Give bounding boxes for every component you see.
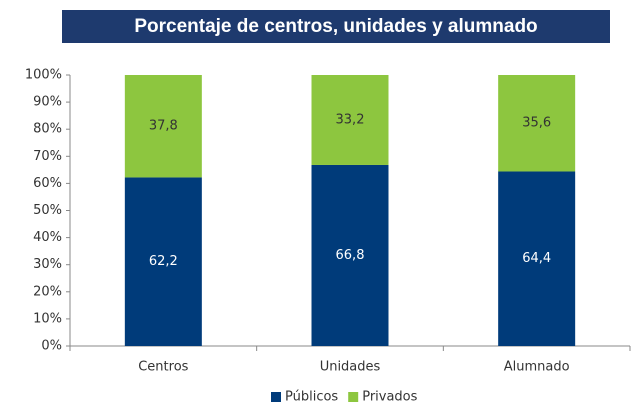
- y-tick-label: 70%: [33, 149, 62, 164]
- x-tick-label: Unidades: [320, 360, 381, 375]
- x-tick-label: Alumnado: [504, 360, 570, 375]
- y-tick-label: 20%: [33, 284, 62, 299]
- y-tick-label: 10%: [33, 311, 62, 326]
- bar-segment: [124, 75, 202, 178]
- legend-label: Públicos: [285, 390, 338, 404]
- data-label: 33,2: [336, 112, 365, 127]
- legend-swatch: [348, 392, 359, 402]
- bar-segment: [124, 177, 202, 346]
- y-tick-label: 90%: [33, 95, 62, 110]
- data-label: 62,2: [149, 254, 178, 269]
- bar-segment: [311, 164, 389, 346]
- legend-label: Privados: [362, 390, 417, 404]
- x-tick-label: Centros: [138, 360, 188, 375]
- bar-segment: [498, 171, 576, 346]
- title-banner: [62, 10, 610, 43]
- bar-segment: [498, 75, 576, 172]
- chart-title: Porcentaje de centros, unidades y alumna…: [134, 16, 537, 37]
- data-label: 66,8: [336, 248, 365, 263]
- y-tick-label: 100%: [25, 68, 62, 83]
- y-tick-label: 40%: [33, 230, 62, 245]
- data-label: 35,6: [522, 116, 551, 131]
- data-label: 37,8: [149, 119, 178, 134]
- bar-segment: [311, 75, 389, 165]
- y-tick-label: 80%: [33, 122, 62, 137]
- y-tick-label: 50%: [33, 203, 62, 218]
- y-tick-label: 60%: [33, 176, 62, 191]
- data-label: 64,4: [522, 251, 551, 266]
- y-tick-label: 30%: [33, 257, 62, 272]
- y-tick-label: 0%: [41, 339, 62, 354]
- legend-swatch: [271, 392, 281, 402]
